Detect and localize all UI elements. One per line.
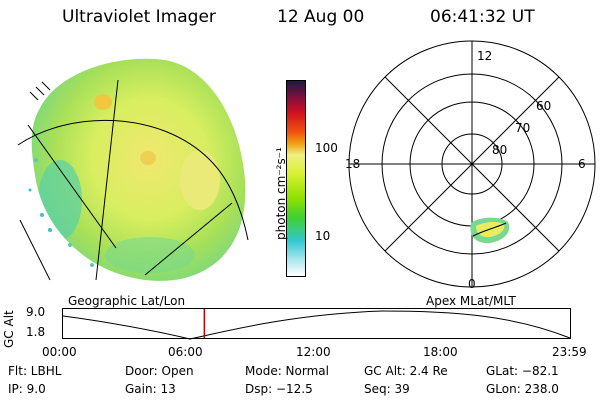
lat-label-80: 80 xyxy=(492,143,507,157)
timeline-xtick-1200: 12:00 xyxy=(296,345,331,359)
timeline-xtick-0600: 06:00 xyxy=(168,345,203,359)
altitude-curve xyxy=(62,310,571,340)
mlt-label-18: 18 xyxy=(345,157,360,171)
colorbar-tick-10: 10 xyxy=(315,229,331,243)
polar-plot: 12 18 6 0 60 70 80 xyxy=(345,40,596,291)
time-label: 06:41:32 UT xyxy=(430,7,535,27)
info-glat: GLat: −82.1 xyxy=(486,364,559,378)
colorbar xyxy=(286,80,306,277)
auroral-oval-mapped xyxy=(470,217,510,244)
mlt-label-6: 6 xyxy=(578,157,586,171)
geographic-image xyxy=(17,58,249,281)
timeline-xtick-0000: 00:00 xyxy=(42,345,77,359)
info-mode: Mode: Normal xyxy=(245,364,329,378)
apex-panel-label: Apex MLat/MLT xyxy=(426,294,516,308)
info-door: Door: Open xyxy=(125,364,194,378)
timeline-ytick-bottom: 1.8 xyxy=(26,325,46,339)
lat-label-70: 70 xyxy=(515,121,530,135)
lat-label-60: 60 xyxy=(536,99,551,113)
instrument-title: Ultraviolet Imager xyxy=(62,7,216,27)
timeline-ytick-top: 9.0 xyxy=(26,305,46,319)
timeline-xtick-1800: 18:00 xyxy=(423,345,458,359)
mlt-label-0: 0 xyxy=(468,277,476,291)
info-filter: Flt: LBHL xyxy=(8,364,62,378)
info-dsp: Dsp: −12.5 xyxy=(245,382,313,396)
mlt-label-12: 12 xyxy=(477,49,492,63)
geographic-panel-label: Geographic Lat/Lon xyxy=(68,294,186,308)
info-glon: GLon: 238.0 xyxy=(486,382,559,396)
timeline-ylabel: GC Alt xyxy=(2,310,16,348)
colorbar-tick-100: 100 xyxy=(315,141,338,155)
auroral-emission-blob xyxy=(28,58,246,281)
colorbar-unit-label: photon cm⁻²s⁻¹ xyxy=(274,147,288,240)
altitude-timeline xyxy=(62,308,571,340)
date-label: 12 Aug 00 xyxy=(277,7,365,27)
info-seq: Seq: 39 xyxy=(364,382,410,396)
info-ip: IP: 9.0 xyxy=(8,382,46,396)
geographic-grid-lines xyxy=(17,79,249,281)
info-gc-alt: GC Alt: 2.4 Re xyxy=(364,364,448,378)
info-gain: Gain: 13 xyxy=(125,382,176,396)
polar-grid xyxy=(348,40,596,288)
timeline-xtick-2359: 23:59 xyxy=(552,345,587,359)
